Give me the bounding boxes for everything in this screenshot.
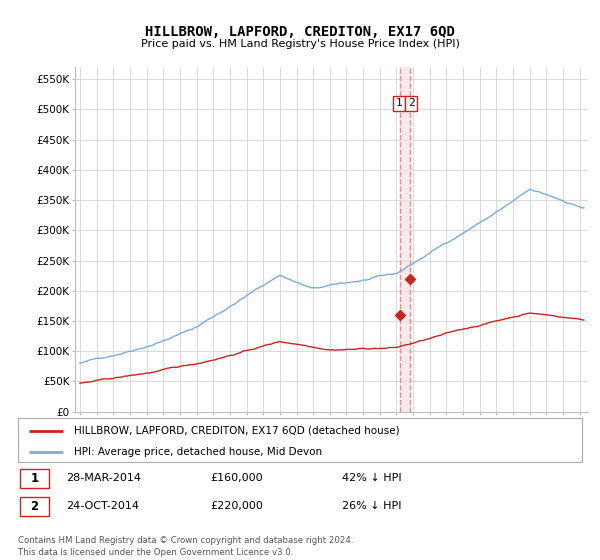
Text: £160,000: £160,000 (210, 473, 263, 483)
Text: HILLBROW, LAPFORD, CREDITON, EX17 6QD: HILLBROW, LAPFORD, CREDITON, EX17 6QD (145, 25, 455, 39)
Text: Contains HM Land Registry data © Crown copyright and database right 2024.
This d: Contains HM Land Registry data © Crown c… (18, 536, 353, 557)
Text: £220,000: £220,000 (210, 501, 263, 511)
FancyBboxPatch shape (20, 469, 49, 488)
Text: HILLBROW, LAPFORD, CREDITON, EX17 6QD (detached house): HILLBROW, LAPFORD, CREDITON, EX17 6QD (d… (74, 426, 400, 436)
Text: 24-OCT-2014: 24-OCT-2014 (66, 501, 139, 511)
Text: 42% ↓ HPI: 42% ↓ HPI (342, 473, 401, 483)
Text: 1: 1 (31, 472, 38, 485)
Text: 1: 1 (396, 99, 403, 109)
Text: 2: 2 (408, 99, 415, 109)
Text: 2: 2 (31, 500, 38, 513)
FancyBboxPatch shape (18, 418, 582, 462)
Bar (400, 67, 410, 412)
Text: 26% ↓ HPI: 26% ↓ HPI (342, 501, 401, 511)
Text: 28-MAR-2014: 28-MAR-2014 (66, 473, 141, 483)
Text: HPI: Average price, detached house, Mid Devon: HPI: Average price, detached house, Mid … (74, 447, 323, 458)
Text: Price paid vs. HM Land Registry's House Price Index (HPI): Price paid vs. HM Land Registry's House … (140, 39, 460, 49)
FancyBboxPatch shape (20, 497, 49, 516)
